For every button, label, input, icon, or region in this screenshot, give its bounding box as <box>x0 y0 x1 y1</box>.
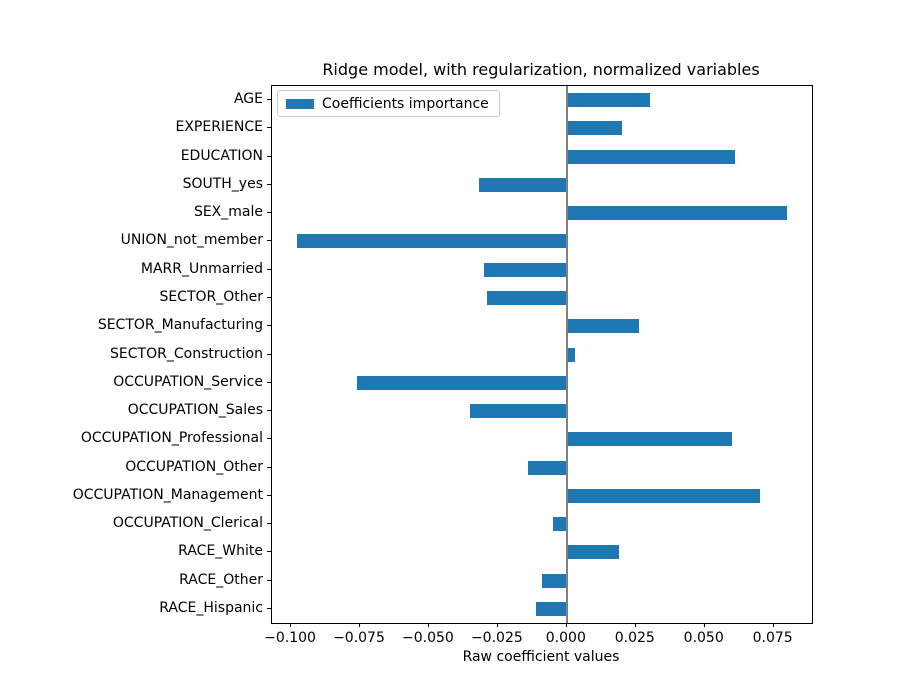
y-tick-mark <box>267 579 271 581</box>
y-tick-label-SEX_male: SEX_male <box>193 204 263 221</box>
x-tick-label-−0.050: −0.050 <box>402 630 454 646</box>
y-tick-label-SOUTH_yes: SOUTH_yes <box>182 175 263 192</box>
y-tick-label-EDUCATION: EDUCATION <box>180 147 263 164</box>
y-tick-label-RACE_Hispanic: RACE_Hispanic <box>159 599 263 616</box>
bar-EDUCATION <box>566 149 736 164</box>
y-tick-label-OCCUPATION_Clerical: OCCUPATION_Clerical <box>112 515 263 532</box>
bar-OCCUPATION_Other <box>528 460 567 475</box>
y-tick-mark <box>267 325 271 327</box>
y-tick-label-UNION_not_member: UNION_not_member <box>120 232 263 249</box>
plot-area: Coefficients importance <box>271 85 813 624</box>
y-tick-mark <box>267 99 271 101</box>
y-tick-label-MARR_Unmarried: MARR_Unmarried <box>140 260 263 277</box>
y-tick-mark <box>267 494 271 496</box>
x-tick-label-−0.025: −0.025 <box>470 630 523 646</box>
y-tick-label-SECTOR_Manufacturing: SECTOR_Manufacturing <box>97 317 263 334</box>
bar-SECTOR_Other <box>486 290 567 305</box>
y-tick-label-OCCUPATION_Professional: OCCUPATION_Professional <box>80 430 263 447</box>
y-tick-mark <box>267 212 271 214</box>
legend-swatch-icon <box>286 98 314 109</box>
y-tick-mark <box>267 183 271 185</box>
legend-label: Coefficients importance <box>322 95 489 112</box>
x-tick-mark <box>496 623 498 627</box>
x-tick-mark <box>772 623 774 627</box>
bar-EXPERIENCE <box>566 121 622 136</box>
x-tick-label-0.075: 0.075 <box>752 630 793 646</box>
y-tick-label-EXPERIENCE: EXPERIENCE <box>175 119 263 136</box>
bar-OCCUPATION_Clerical <box>553 517 567 532</box>
y-tick-label-OCCUPATION_Management: OCCUPATION_Management <box>72 486 263 503</box>
y-tick-mark <box>267 268 271 270</box>
x-tick-label-−0.100: −0.100 <box>264 630 316 646</box>
y-tick-mark <box>267 127 271 129</box>
bar-RACE_White <box>566 545 620 560</box>
y-tick-mark <box>267 410 271 412</box>
bar-OCCUPATION_Management <box>566 488 760 503</box>
y-tick-label-RACE_Other: RACE_Other <box>179 571 263 588</box>
x-tick-label-−0.075: −0.075 <box>333 630 385 646</box>
bar-AGE <box>566 93 650 108</box>
bar-SOUTH_yes <box>478 177 567 192</box>
bar-MARR_Unmarried <box>484 262 567 277</box>
bar-UNION_not_member <box>296 234 567 249</box>
y-tick-label-OCCUPATION_Sales: OCCUPATION_Sales <box>127 402 263 419</box>
bar-OCCUPATION_Sales <box>470 404 567 419</box>
y-tick-mark <box>267 381 271 383</box>
y-tick-label-RACE_White: RACE_White <box>178 543 263 560</box>
legend: Coefficients importance <box>277 90 500 117</box>
x-tick-mark <box>290 623 292 627</box>
x-tick-mark <box>358 623 360 627</box>
y-tick-mark <box>267 607 271 609</box>
y-tick-mark <box>267 353 271 355</box>
x-axis-label: Raw coefficient values <box>462 649 620 665</box>
y-tick-mark <box>267 551 271 553</box>
bar-SECTOR_Construction <box>566 347 576 362</box>
x-tick-label-0.050: 0.050 <box>683 630 724 646</box>
y-tick-label-OCCUPATION_Other: OCCUPATION_Other <box>125 458 263 475</box>
bar-SECTOR_Manufacturing <box>566 319 639 334</box>
x-tick-mark <box>703 623 705 627</box>
y-tick-label-AGE: AGE <box>233 91 263 108</box>
y-tick-mark <box>267 296 271 298</box>
y-tick-mark <box>267 438 271 440</box>
y-tick-mark <box>267 466 271 468</box>
bar-SEX_male <box>566 206 788 221</box>
bar-OCCUPATION_Service <box>357 375 567 390</box>
y-tick-mark <box>267 155 271 157</box>
x-tick-mark <box>634 623 636 627</box>
bar-RACE_Hispanic <box>536 601 567 616</box>
y-tick-label-OCCUPATION_Service: OCCUPATION_Service <box>113 373 263 390</box>
x-tick-mark <box>565 623 567 627</box>
y-tick-mark <box>267 523 271 525</box>
zero-reference-line <box>565 86 568 623</box>
chart-title: Ridge model, with regularization, normal… <box>322 60 760 79</box>
y-tick-label-SECTOR_Other: SECTOR_Other <box>159 288 263 305</box>
y-tick-label-SECTOR_Construction: SECTOR_Construction <box>110 345 263 362</box>
x-tick-mark <box>427 623 429 627</box>
bar-RACE_Other <box>542 573 567 588</box>
y-tick-mark <box>267 240 271 242</box>
x-tick-label-0.000: 0.000 <box>545 630 586 646</box>
bar-OCCUPATION_Professional <box>566 432 733 447</box>
x-tick-label-0.025: 0.025 <box>614 630 655 646</box>
